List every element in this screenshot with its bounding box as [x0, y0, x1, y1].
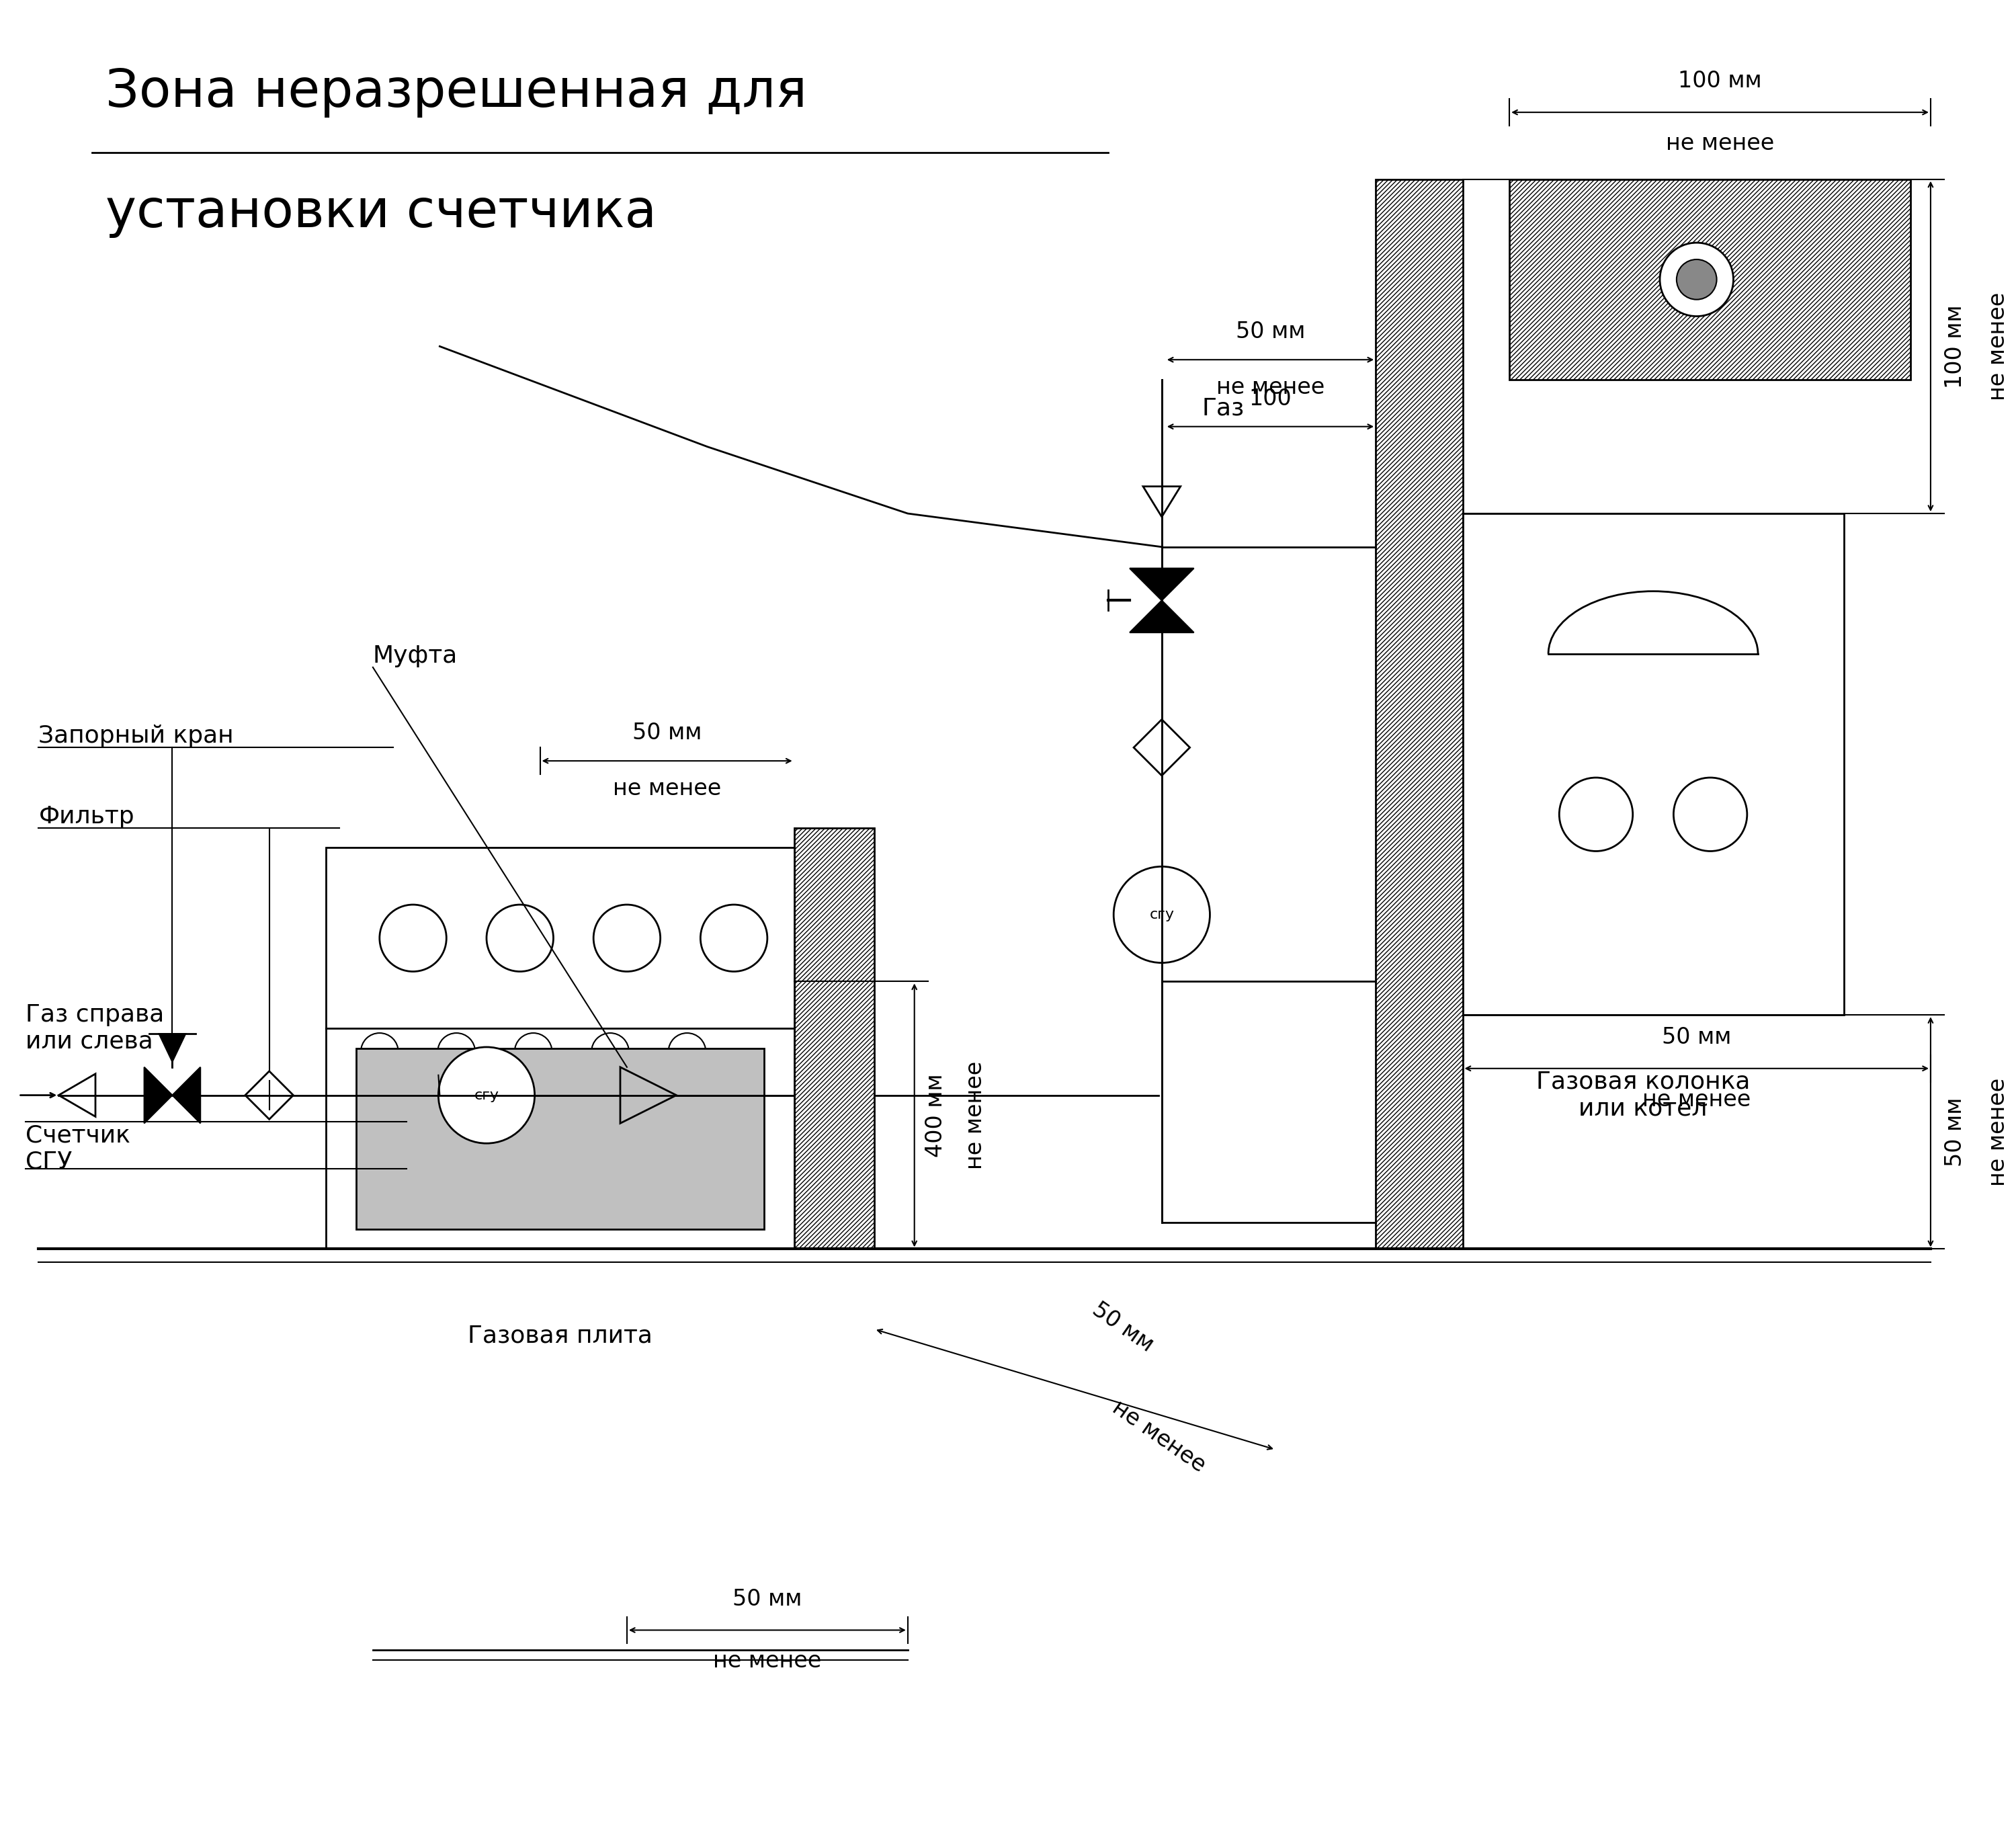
- Text: Фильтр: Фильтр: [38, 805, 135, 827]
- Text: сгу: сгу: [1149, 907, 1173, 922]
- Polygon shape: [171, 1068, 200, 1124]
- Text: не менее: не менее: [714, 1651, 821, 1673]
- Text: Зона неразрешенная для: Зона неразрешенная для: [105, 67, 806, 118]
- Text: не менее: не менее: [1988, 292, 2010, 401]
- Text: Запорный кран: Запорный кран: [38, 725, 234, 747]
- Polygon shape: [246, 1071, 292, 1119]
- Circle shape: [591, 1033, 629, 1071]
- Text: 100 мм: 100 мм: [1943, 304, 1966, 388]
- Bar: [327, 847, 794, 1250]
- Text: не менее: не менее: [1109, 1396, 1210, 1476]
- Polygon shape: [1129, 568, 1193, 601]
- Text: 100 мм: 100 мм: [1677, 69, 1762, 93]
- Text: не менее: не менее: [964, 1060, 986, 1170]
- Text: 50 мм: 50 мм: [732, 1589, 802, 1611]
- Text: 50 мм: 50 мм: [1236, 321, 1304, 343]
- Text: Газовая плита: Газовая плита: [468, 1325, 653, 1346]
- Text: не менее: не менее: [613, 778, 722, 800]
- Circle shape: [1113, 867, 1210, 962]
- Circle shape: [669, 1033, 706, 1071]
- Text: 50 мм: 50 мм: [633, 722, 702, 743]
- Text: не менее: не менее: [1643, 1088, 1750, 1111]
- Circle shape: [437, 1033, 476, 1071]
- Text: Газ: Газ: [1202, 397, 1244, 419]
- Text: 50 мм: 50 мм: [1089, 1297, 1157, 1356]
- Bar: [1464, 514, 1845, 1015]
- Polygon shape: [1129, 601, 1193, 632]
- Text: Газ справа
или слева: Газ справа или слева: [26, 1004, 163, 1053]
- Circle shape: [1677, 259, 1718, 299]
- Circle shape: [437, 1048, 534, 1144]
- Text: не менее: не менее: [1988, 1079, 2010, 1186]
- Text: 400 мм: 400 мм: [925, 1073, 948, 1157]
- Bar: [1375, 179, 1464, 1250]
- Text: сгу: сгу: [474, 1088, 498, 1102]
- Polygon shape: [1133, 720, 1189, 776]
- Circle shape: [514, 1033, 552, 1071]
- Text: Счетчик
СГУ: Счетчик СГУ: [26, 1124, 129, 1173]
- Text: 50 мм: 50 мм: [1943, 1097, 1966, 1166]
- Bar: [794, 827, 875, 1250]
- Text: Муфта: Муфта: [373, 645, 458, 667]
- Polygon shape: [159, 1033, 185, 1062]
- Text: Газовая колонка
или котел: Газовая колонка или котел: [1536, 1071, 1750, 1121]
- Circle shape: [361, 1033, 399, 1071]
- Bar: [1510, 179, 1911, 379]
- Text: не менее: не менее: [1665, 133, 1774, 155]
- Polygon shape: [145, 1068, 171, 1124]
- Text: установки счетчика: установки счетчика: [105, 188, 657, 239]
- Bar: [357, 1048, 764, 1228]
- Text: 100: 100: [1250, 388, 1292, 410]
- Text: не менее: не менее: [1216, 377, 1325, 399]
- Polygon shape: [1143, 486, 1181, 517]
- Circle shape: [1659, 242, 1734, 317]
- Text: 50 мм: 50 мм: [1661, 1026, 1732, 1048]
